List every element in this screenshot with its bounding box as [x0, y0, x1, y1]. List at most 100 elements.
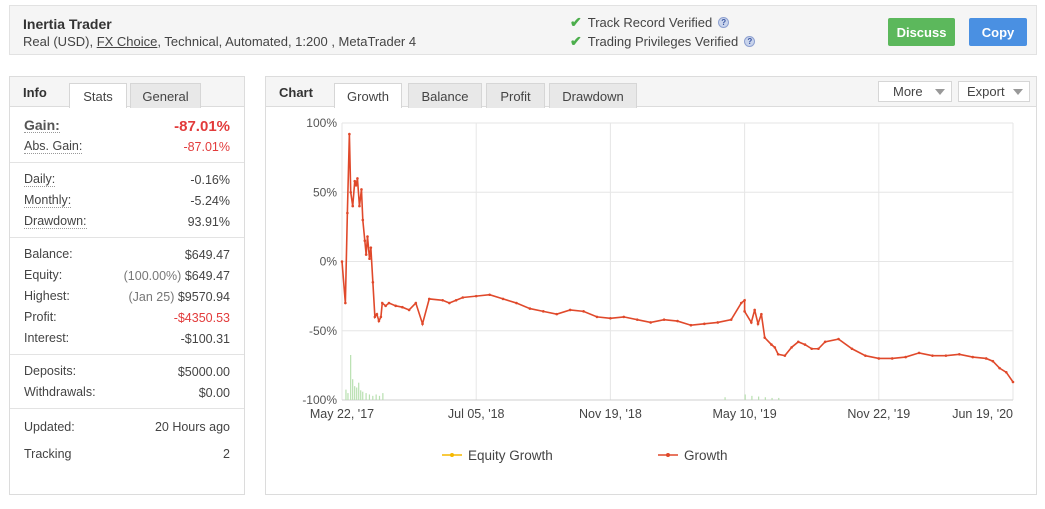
broker-link[interactable]: FX Choice: [96, 34, 158, 49]
trading-privileges-label: Trading Privileges Verified: [587, 34, 739, 49]
track-record-label: Track Record Verified: [587, 15, 713, 30]
growth-point: [703, 322, 706, 326]
account-subtitle-suffix: , Technical, Automated, 1:200 , MetaTrad…: [157, 34, 417, 49]
gain-value: -87.01%: [174, 117, 230, 135]
growth-point: [361, 218, 365, 222]
growth-point: [716, 321, 720, 324]
growth-point: [739, 301, 743, 305]
volume-bar: [375, 394, 377, 400]
help-icon[interactable]: ?: [718, 17, 730, 28]
chart-legend: Equity Growth Growth: [442, 448, 728, 463]
growth-point: [760, 312, 763, 316]
growth-point: [363, 239, 367, 243]
more-dropdown[interactable]: More: [878, 81, 952, 102]
growth-point: [414, 301, 418, 305]
stat-interest: Interest: -$100.31: [24, 328, 230, 349]
growth-point: [474, 294, 478, 298]
volume-bar: [356, 387, 358, 400]
stat-gain: Gain: -87.01%: [24, 116, 230, 136]
stat-daily: Daily: -0.16%: [24, 169, 230, 190]
y-tick-label: -100%: [302, 393, 337, 407]
growth-point: [380, 301, 384, 305]
growth-point: [377, 319, 381, 323]
help-icon[interactable]: ?: [744, 36, 756, 47]
growth-point: [803, 343, 807, 346]
stat-withdrawals: Withdrawals: $0.00: [24, 382, 230, 403]
withdrawals-value: $0.00: [198, 385, 230, 400]
trading-privileges-verified: ✔ Trading Privileges Verified ?: [570, 33, 756, 50]
discuss-button[interactable]: Discuss: [888, 18, 955, 46]
growth-point: [904, 355, 907, 359]
growth-point: [837, 337, 840, 341]
growth-points: [340, 132, 1015, 384]
monthly-label: Monthly:: [24, 192, 72, 208]
growth-point: [790, 346, 793, 349]
chart-panel: Chart Growth Balance Profit Drawdown Mor…: [265, 76, 1037, 495]
growth-point: [817, 347, 820, 351]
growth-point: [364, 253, 368, 256]
growth-point: [796, 340, 800, 344]
tab-drawdown[interactable]: Drawdown: [549, 83, 637, 108]
account-subtitle: Real (USD), FX Choice, Technical, Automa…: [23, 34, 416, 49]
profit-value: -$4350.53: [173, 310, 230, 325]
chevron-down-icon: [935, 89, 945, 95]
chart-grid: [341, 122, 1014, 401]
divider: [10, 354, 244, 355]
growth-point: [1004, 371, 1008, 374]
growth-point: [917, 351, 921, 355]
more-label: More: [893, 84, 923, 99]
track-record-verified: ✔ Track Record Verified ?: [570, 14, 730, 31]
growth-point: [864, 354, 867, 357]
growth-point: [366, 235, 369, 238]
growth-point: [991, 359, 995, 363]
volume-bar: [744, 394, 746, 400]
growth-point: [501, 297, 505, 301]
check-icon: ✔: [570, 14, 582, 30]
growth-point: [555, 312, 559, 316]
volume-bar: [347, 393, 349, 400]
stat-highest: Highest: (Jan 25) $9570.94: [24, 286, 230, 307]
y-axis-labels: 100% 50% 0% -50% -100%: [302, 116, 337, 407]
account-title: Inertia Trader: [23, 16, 112, 32]
balance-value: $649.47: [184, 247, 230, 262]
volume-bar: [350, 354, 352, 400]
account-subtitle-prefix: Real (USD),: [23, 34, 97, 49]
info-panel: Info Stats General Gain: -87.01% Abs. Ga…: [9, 76, 245, 495]
growth-point: [595, 315, 599, 319]
growth-point: [360, 188, 363, 191]
growth-point: [375, 312, 379, 316]
growth-chart[interactable]: 100% 50% 0% -50% -100% May 22, '17 Jul 05, '1…: [266, 108, 1036, 495]
deposits-value: $5000.00: [177, 364, 230, 379]
growth-point: [743, 298, 746, 302]
tab-growth[interactable]: Growth: [334, 83, 402, 108]
highest-label: Highest:: [24, 289, 70, 303]
tab-balance[interactable]: Balance: [408, 83, 482, 108]
equity-percent: (100.00%): [123, 268, 182, 283]
drawdown-value: 93.91%: [187, 214, 230, 229]
growth-point: [515, 301, 518, 305]
stat-abs-gain: Abs. Gain: -87.01%: [24, 136, 230, 157]
divider: [10, 408, 244, 409]
stat-equity: Equity: (100.00%) $649.47: [24, 265, 230, 286]
legend-label-growth: Growth: [684, 448, 728, 463]
growth-point: [753, 308, 756, 312]
volume-bar: [724, 397, 726, 400]
volume-bar: [764, 397, 766, 400]
growth-point: [407, 308, 411, 312]
tab-general[interactable]: General: [130, 83, 201, 108]
balance-label: Balance:: [24, 247, 73, 261]
growth-point: [984, 357, 988, 360]
volume-bar: [365, 393, 367, 400]
growth-point: [353, 179, 357, 183]
growth-point: [368, 257, 371, 261]
growth-point: [756, 322, 760, 326]
export-dropdown[interactable]: Export: [958, 81, 1030, 102]
stat-profit: Profit: -$4350.53: [24, 307, 230, 328]
tab-stats[interactable]: Stats: [69, 83, 127, 108]
stat-deposits: Deposits: $5000.00: [24, 361, 230, 382]
volume-bar: [354, 386, 356, 400]
x-tick-label: Nov 22, '19: [847, 407, 910, 421]
tab-profit[interactable]: Profit: [486, 83, 545, 108]
growth-point: [348, 132, 351, 136]
copy-button[interactable]: Copy: [969, 18, 1027, 46]
